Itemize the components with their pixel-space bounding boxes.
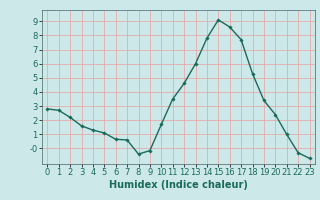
X-axis label: Humidex (Indice chaleur): Humidex (Indice chaleur) [109, 180, 248, 190]
